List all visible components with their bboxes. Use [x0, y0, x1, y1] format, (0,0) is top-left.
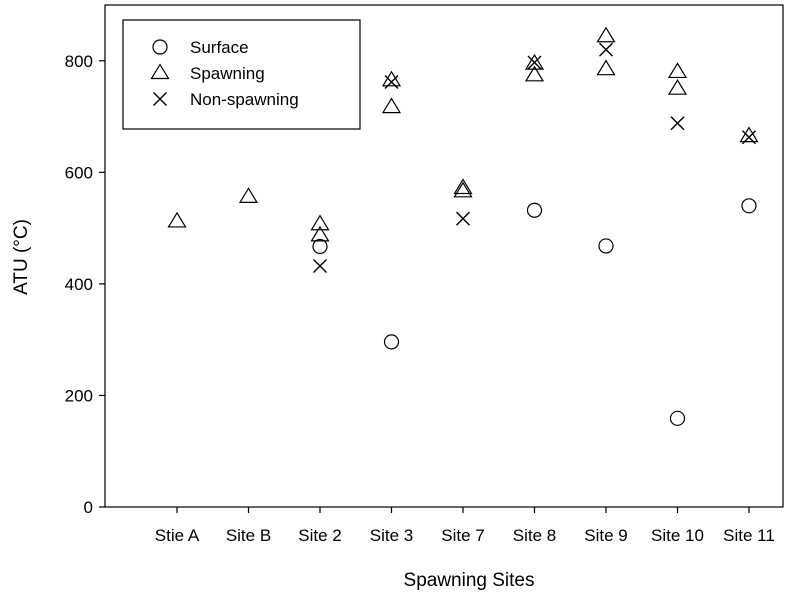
data-point-x — [742, 130, 756, 145]
plot-frame — [104, 4, 784, 508]
y-axis-label: ATU (°C) — [11, 219, 32, 295]
x-marker-stroke — [670, 116, 685, 131]
x-marker-stroke — [313, 259, 327, 274]
data-point-x — [456, 211, 470, 226]
legend-marker-x — [153, 92, 167, 106]
data-point-circle — [741, 198, 757, 214]
data-point-triangle — [453, 181, 473, 198]
data-point-triangle — [739, 126, 759, 143]
data-point-circle — [598, 238, 614, 254]
y-tick-label: 600 — [65, 163, 93, 182]
x-marker-stroke — [384, 74, 399, 89]
axes-layer: 0 200 400 600 800 Stie A Site B Site 2 Site 3 Sit… — [65, 4, 784, 545]
data-point-triangle — [381, 70, 402, 87]
data-point-triangle — [667, 62, 688, 79]
data-point-triangle — [524, 65, 545, 82]
x-tick-label: Site 2 — [298, 526, 341, 545]
x-tick-label: Site 9 — [584, 526, 627, 545]
data-point-x — [313, 259, 327, 274]
legend-marker-circle — [152, 39, 168, 55]
x-marker-stroke — [599, 42, 613, 57]
x-marker-stroke — [456, 211, 470, 226]
x-tick-label: Site B — [226, 526, 271, 545]
data-point-triangle — [596, 59, 616, 76]
x-marker-stroke — [527, 55, 542, 70]
data-point-x — [384, 74, 399, 89]
y-tick-label: 0 — [84, 498, 93, 517]
data-point-x — [527, 55, 542, 70]
data-point-triangle — [310, 214, 330, 231]
x-tick-label: Site 11 — [723, 526, 775, 545]
data-point-triangle — [310, 225, 330, 242]
x-tick-label: Site 8 — [513, 526, 556, 545]
data-point-triangle — [596, 26, 616, 43]
legend-marker-triangle — [150, 63, 170, 80]
y-tick-label: 200 — [65, 386, 93, 405]
data-point-x — [599, 42, 613, 57]
legend-box — [122, 19, 361, 130]
marks-layer — [167, 26, 759, 426]
data-point-circle — [312, 238, 328, 255]
x-tick-label: Site 7 — [441, 526, 484, 545]
legend-label: Spawning — [190, 64, 265, 83]
data-point-circle — [526, 202, 543, 218]
x-tick-label: Stie A — [155, 526, 200, 545]
x-tick-label: Site 10 — [651, 526, 704, 545]
y-tick-label: 800 — [65, 52, 93, 71]
legend-label: Non-spawning — [190, 90, 299, 109]
x-axis-label: Spawning Sites — [404, 570, 535, 591]
x-marker-stroke — [153, 92, 167, 106]
data-point-x — [670, 116, 685, 131]
data-point-triangle — [167, 211, 187, 228]
data-point-circle — [669, 410, 686, 426]
x-tick-label: Site 3 — [370, 526, 413, 545]
data-point-triangle — [238, 187, 259, 204]
data-point-triangle — [667, 79, 688, 95]
data-point-triangle — [524, 53, 545, 70]
data-point-circle — [383, 334, 400, 350]
legend: Surface Spawning Non-spawning — [122, 19, 361, 130]
x-marker-stroke — [742, 130, 756, 145]
y-tick-label: 400 — [65, 275, 93, 294]
data-point-triangle — [453, 178, 473, 195]
data-point-triangle — [381, 97, 402, 114]
legend-label: Surface — [190, 38, 249, 57]
